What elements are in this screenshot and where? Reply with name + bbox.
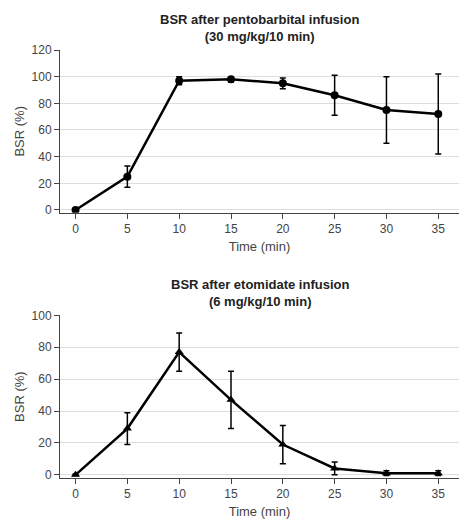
svg-text:5: 5 — [124, 487, 131, 501]
svg-text:20: 20 — [276, 222, 290, 236]
svg-text:15: 15 — [224, 222, 238, 236]
svg-text:40: 40 — [38, 150, 52, 164]
svg-text:40: 40 — [38, 404, 52, 418]
svg-text:BSR after pentobarbital infusi: BSR after pentobarbital infusion(30 mg/k… — [160, 12, 359, 44]
svg-text:60: 60 — [38, 372, 52, 386]
svg-text:0: 0 — [45, 468, 52, 482]
svg-text:80: 80 — [38, 97, 52, 111]
svg-text:BSR (%): BSR (%) — [12, 371, 27, 422]
svg-text:BSR (%): BSR (%) — [12, 106, 27, 157]
svg-text:35: 35 — [432, 487, 446, 501]
svg-text:10: 10 — [173, 487, 187, 501]
svg-text:120: 120 — [32, 43, 52, 57]
svg-text:Time (min): Time (min) — [229, 239, 291, 254]
svg-text:0: 0 — [72, 487, 79, 501]
svg-text:15: 15 — [224, 487, 238, 501]
svg-text:0: 0 — [45, 203, 52, 217]
svg-text:60: 60 — [38, 123, 52, 137]
svg-text:100: 100 — [32, 70, 52, 84]
svg-text:25: 25 — [328, 222, 342, 236]
svg-text:20: 20 — [38, 177, 52, 191]
svg-text:20: 20 — [276, 487, 290, 501]
svg-text:25: 25 — [328, 487, 342, 501]
svg-text:0: 0 — [72, 222, 79, 236]
svg-text:30: 30 — [380, 487, 394, 501]
svg-text:BSR after etomidate infusion(6: BSR after etomidate infusion(6 mg/kg/10 … — [171, 277, 349, 309]
svg-text:10: 10 — [173, 222, 187, 236]
svg-text:35: 35 — [432, 222, 446, 236]
svg-text:Time (min): Time (min) — [229, 504, 291, 519]
svg-text:20: 20 — [38, 436, 52, 450]
svg-text:100: 100 — [32, 309, 52, 323]
svg-text:30: 30 — [380, 222, 394, 236]
svg-text:80: 80 — [38, 340, 52, 354]
svg-text:5: 5 — [124, 222, 131, 236]
